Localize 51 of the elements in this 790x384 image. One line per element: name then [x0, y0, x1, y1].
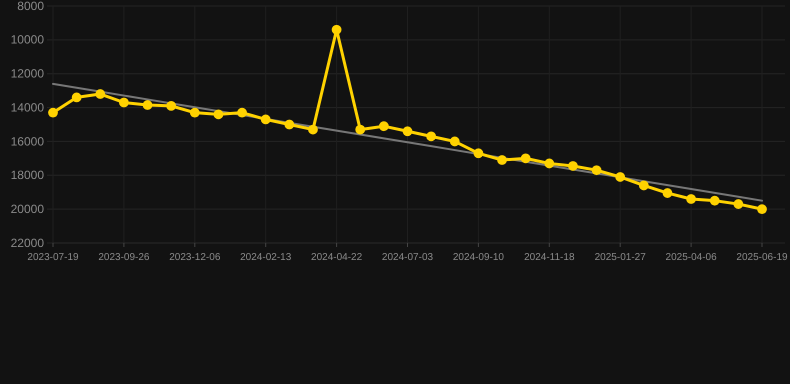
point [95, 89, 106, 99]
point [48, 108, 58, 118]
x-tick-label: 2025-06-19 [736, 252, 788, 263]
point [520, 153, 531, 164]
x-tick-label: 2024-09-10 [452, 252, 504, 263]
point [544, 158, 554, 168]
x-tick-label: 2024-04-22 [311, 252, 363, 263]
point [474, 148, 484, 158]
point [592, 165, 602, 176]
point [378, 121, 389, 132]
point [733, 199, 744, 209]
x-tick-label: 2025-01-27 [594, 252, 646, 263]
point [757, 204, 767, 214]
point [355, 124, 366, 134]
point [615, 172, 626, 182]
y-tick-label: 20000 [10, 202, 44, 216]
point [402, 126, 412, 136]
y-tick-label: 16000 [10, 134, 44, 148]
y-tick-label: 14000 [10, 100, 44, 114]
x-tick-label: 2023-12-06 [169, 252, 221, 263]
point [497, 155, 507, 165]
point [190, 108, 200, 118]
point [686, 194, 696, 204]
point [166, 101, 176, 111]
point [450, 136, 460, 146]
point [72, 92, 82, 102]
point [308, 124, 318, 134]
x-tick-label: 2023-07-19 [27, 252, 80, 263]
point [284, 120, 294, 130]
point [638, 180, 649, 190]
x-tick-label: 2024-07-03 [382, 252, 434, 263]
y-tick-label: 12000 [10, 66, 44, 81]
point [237, 108, 247, 118]
y-tick-label: 8000 [17, 0, 44, 13]
point [214, 109, 224, 120]
point [119, 98, 129, 108]
point [568, 161, 578, 171]
y-tick-label: 22000 [10, 236, 44, 250]
point [260, 114, 271, 124]
line-series [52, 82, 763, 202]
x-tick-label: 2024-02-13 [240, 252, 292, 263]
x-tick-label: 2024-11-18 [524, 252, 575, 263]
point [142, 100, 152, 110]
y-tick-label: 10000 [10, 32, 44, 47]
x-tick-label: 2023-09-26 [98, 252, 150, 263]
point [332, 24, 342, 35]
point [710, 196, 720, 206]
x-tick-label: 2025-04-06 [666, 252, 718, 263]
point [426, 131, 436, 142]
y-tick-label: 18000 [10, 168, 44, 182]
point [662, 188, 672, 198]
